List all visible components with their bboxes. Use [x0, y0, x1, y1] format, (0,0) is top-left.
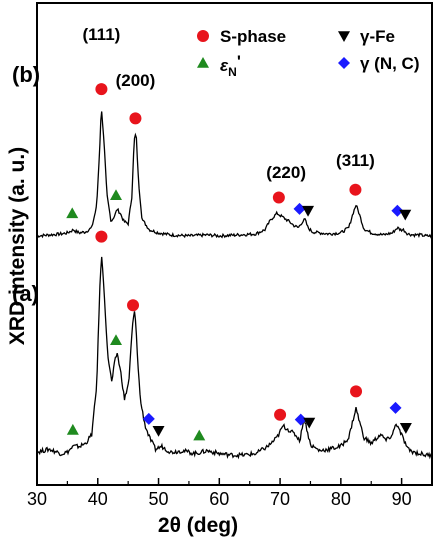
peak-label: (111): [83, 25, 121, 44]
plot-frame: [36, 2, 433, 486]
phase-marker: [193, 429, 206, 441]
phase-marker: [303, 417, 316, 429]
panel-labels: (b) (a): [12, 62, 40, 306]
peak-label: (200): [116, 71, 156, 90]
phase-marker: [66, 423, 79, 435]
peak-label: (220): [266, 163, 306, 182]
phase-marker: [110, 189, 122, 201]
phase-marker: [389, 401, 402, 414]
x-tick-label: 30: [27, 489, 47, 509]
phase-marker: [127, 299, 140, 312]
phase-marker: [294, 413, 307, 426]
legend-label: εN': [220, 52, 241, 79]
legend-label: γ (N, C): [360, 54, 420, 73]
x-tick-label: 70: [270, 489, 290, 509]
phase-marker: [391, 204, 404, 217]
phase-markers: [66, 83, 412, 441]
phase-marker: [349, 183, 362, 196]
phase-marker: [350, 385, 363, 398]
phase-marker: [129, 112, 142, 125]
x-tick-label: 50: [149, 489, 169, 509]
phase-marker: [152, 425, 165, 437]
traces: [36, 111, 433, 460]
phase-marker: [399, 209, 412, 221]
legend-label: S-phase: [220, 27, 286, 46]
x-axis-title: 2θ (deg): [158, 514, 238, 537]
legend-marker: [338, 57, 350, 69]
phase-marker: [142, 412, 155, 425]
peak-label: (311): [336, 151, 375, 170]
phase-marker: [302, 205, 315, 217]
peak-labels: (111) (200) (220) (311): [83, 25, 375, 182]
phase-marker: [95, 83, 108, 96]
legend-marker: [197, 57, 209, 68]
legend-marker: [197, 30, 209, 42]
legend-marker: [338, 31, 350, 42]
phase-marker: [95, 230, 108, 243]
panel-label-a: (a): [12, 281, 39, 306]
x-tick-label: 80: [331, 489, 351, 509]
x-tick-labels: 30 40 50 60 70 80 90: [27, 489, 412, 509]
trace-b: [36, 111, 433, 239]
x-tick-label: 90: [392, 489, 412, 509]
phase-marker: [66, 207, 79, 219]
phase-marker: [274, 408, 287, 421]
legend-label: γ-Fe: [360, 27, 395, 46]
x-tick-label: 40: [88, 489, 108, 509]
x-tick-label: 60: [209, 489, 229, 509]
phase-marker: [110, 334, 122, 346]
phase-marker: [272, 191, 285, 204]
phase-marker: [399, 423, 412, 434]
trace-a: [36, 256, 433, 460]
x-ticks: [36, 478, 433, 485]
panel-label-b: (b): [12, 62, 40, 87]
legend: S-phase γ-Fe εN' γ (N, C): [197, 27, 420, 79]
y-axis-title: XRD intensity (a. u.): [6, 147, 29, 345]
